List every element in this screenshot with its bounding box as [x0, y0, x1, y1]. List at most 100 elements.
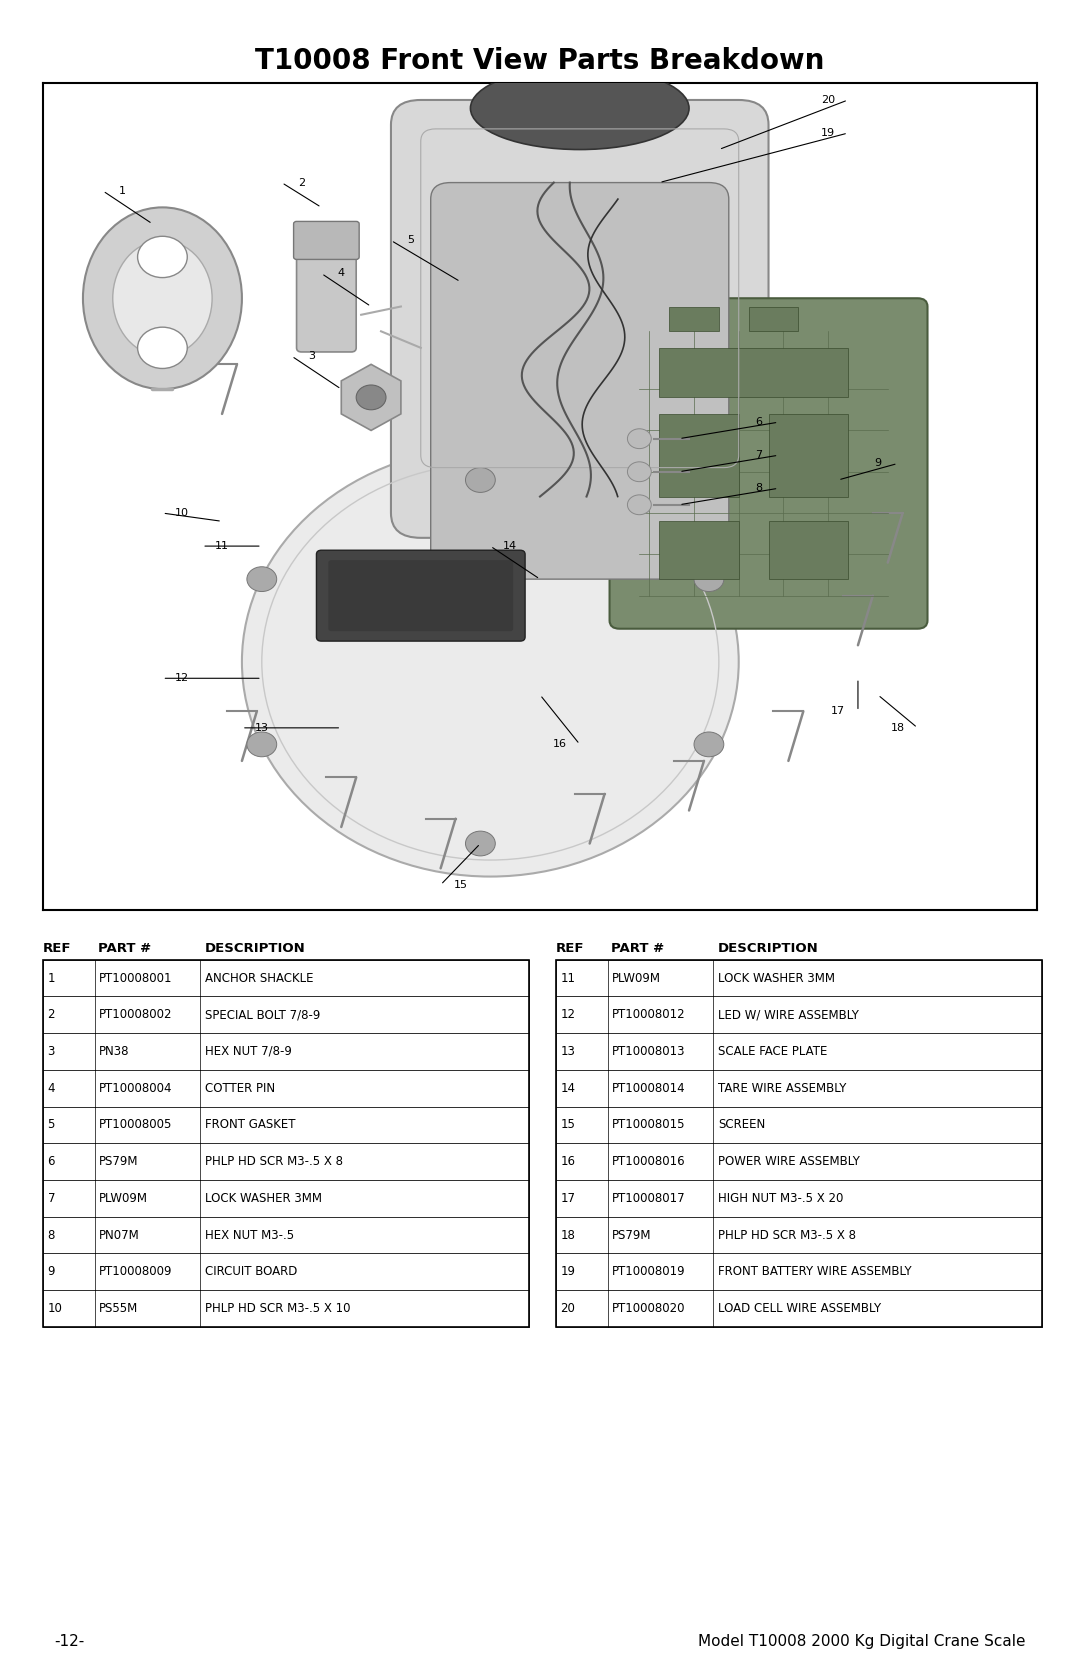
Text: PN38: PN38 — [99, 1045, 130, 1058]
FancyBboxPatch shape — [670, 307, 719, 332]
Text: TARE WIRE ASSEMBLY: TARE WIRE ASSEMBLY — [718, 1082, 847, 1095]
Ellipse shape — [242, 447, 739, 876]
FancyBboxPatch shape — [297, 229, 356, 352]
Text: HEX NUT 7/8-9: HEX NUT 7/8-9 — [205, 1045, 292, 1058]
Text: 14: 14 — [561, 1082, 576, 1095]
Text: T10008 Front View Parts Breakdown: T10008 Front View Parts Breakdown — [255, 47, 825, 75]
Circle shape — [356, 386, 386, 411]
Text: 14: 14 — [503, 541, 517, 551]
Text: PT10008019: PT10008019 — [612, 1265, 686, 1278]
Text: 19: 19 — [561, 1265, 576, 1278]
Text: PS79M: PS79M — [99, 1155, 139, 1168]
Text: 2: 2 — [48, 1008, 55, 1021]
Text: -12-: -12- — [54, 1634, 84, 1649]
Text: 16: 16 — [553, 739, 567, 749]
Text: 4: 4 — [48, 1082, 55, 1095]
Text: 10: 10 — [175, 507, 189, 517]
Text: 5: 5 — [407, 235, 415, 245]
Text: 2: 2 — [298, 177, 305, 187]
Ellipse shape — [83, 207, 242, 389]
Text: 15: 15 — [561, 1118, 576, 1132]
Ellipse shape — [137, 327, 187, 369]
Text: DESCRIPTION: DESCRIPTION — [205, 941, 306, 955]
Text: FRONT BATTERY WIRE ASSEMBLY: FRONT BATTERY WIRE ASSEMBLY — [718, 1265, 912, 1278]
Text: 15: 15 — [454, 880, 468, 890]
Text: 19: 19 — [821, 129, 835, 139]
Text: LOAD CELL WIRE ASSEMBLY: LOAD CELL WIRE ASSEMBLY — [718, 1302, 881, 1315]
Text: PHLP HD SCR M3-.5 X 10: PHLP HD SCR M3-.5 X 10 — [205, 1302, 351, 1315]
Text: 3: 3 — [308, 350, 315, 361]
Text: 3: 3 — [48, 1045, 55, 1058]
Text: 7: 7 — [48, 1192, 55, 1205]
Circle shape — [627, 462, 651, 482]
Text: PLW09M: PLW09M — [99, 1192, 148, 1205]
Text: 5: 5 — [48, 1118, 55, 1132]
Text: LED W/ WIRE ASSEMBLY: LED W/ WIRE ASSEMBLY — [718, 1008, 859, 1021]
Text: FRONT GASKET: FRONT GASKET — [205, 1118, 296, 1132]
Circle shape — [465, 831, 496, 856]
Text: 12: 12 — [175, 673, 189, 683]
Text: 8: 8 — [48, 1228, 55, 1242]
FancyBboxPatch shape — [659, 414, 739, 496]
Circle shape — [627, 429, 651, 449]
Polygon shape — [341, 364, 401, 431]
Ellipse shape — [471, 67, 689, 150]
Ellipse shape — [112, 240, 212, 355]
Text: HIGH NUT M3-.5 X 20: HIGH NUT M3-.5 X 20 — [718, 1192, 843, 1205]
Circle shape — [627, 496, 651, 514]
Circle shape — [465, 467, 496, 492]
Text: 17: 17 — [561, 1192, 576, 1205]
Text: PT10008016: PT10008016 — [612, 1155, 686, 1168]
Text: PT10008017: PT10008017 — [612, 1192, 686, 1205]
Text: PART #: PART # — [611, 941, 664, 955]
Circle shape — [694, 733, 724, 756]
Text: PT10008014: PT10008014 — [612, 1082, 686, 1095]
FancyBboxPatch shape — [659, 347, 848, 397]
Text: SCALE FACE PLATE: SCALE FACE PLATE — [718, 1045, 827, 1058]
Text: 13: 13 — [561, 1045, 576, 1058]
Text: 17: 17 — [831, 706, 846, 716]
Text: PT10008012: PT10008012 — [612, 1008, 686, 1021]
Text: PS55M: PS55M — [99, 1302, 138, 1315]
Text: 16: 16 — [561, 1155, 576, 1168]
Text: LOCK WASHER 3MM: LOCK WASHER 3MM — [205, 1192, 322, 1205]
FancyBboxPatch shape — [431, 182, 729, 579]
Text: SPECIAL BOLT 7/8-9: SPECIAL BOLT 7/8-9 — [205, 1008, 321, 1021]
FancyBboxPatch shape — [316, 551, 525, 641]
Text: PT10008001: PT10008001 — [99, 971, 173, 985]
Text: 10: 10 — [48, 1302, 63, 1315]
Text: 13: 13 — [255, 723, 269, 733]
Circle shape — [694, 567, 724, 591]
FancyBboxPatch shape — [748, 307, 798, 332]
Text: 6: 6 — [755, 417, 762, 427]
Text: Model T10008 2000 Kg Digital Crane Scale: Model T10008 2000 Kg Digital Crane Scale — [699, 1634, 1026, 1649]
Circle shape — [247, 733, 276, 756]
Text: 7: 7 — [755, 451, 762, 461]
Text: PN07M: PN07M — [99, 1228, 140, 1242]
Text: PT10008015: PT10008015 — [612, 1118, 686, 1132]
Text: REF: REF — [556, 941, 584, 955]
Text: 8: 8 — [755, 484, 762, 494]
FancyBboxPatch shape — [609, 299, 928, 629]
Text: CIRCUIT BOARD: CIRCUIT BOARD — [205, 1265, 298, 1278]
Text: PT10008002: PT10008002 — [99, 1008, 173, 1021]
Text: SCREEN: SCREEN — [718, 1118, 766, 1132]
Text: 9: 9 — [48, 1265, 55, 1278]
Text: 20: 20 — [821, 95, 835, 105]
Text: PS79M: PS79M — [612, 1228, 652, 1242]
Text: PT10008013: PT10008013 — [612, 1045, 686, 1058]
Ellipse shape — [137, 237, 187, 277]
Text: 6: 6 — [48, 1155, 55, 1168]
Text: PT10008009: PT10008009 — [99, 1265, 173, 1278]
Text: POWER WIRE ASSEMBLY: POWER WIRE ASSEMBLY — [718, 1155, 860, 1168]
Text: 1: 1 — [48, 971, 55, 985]
Text: 1: 1 — [119, 185, 126, 195]
Text: ANCHOR SHACKLE: ANCHOR SHACKLE — [205, 971, 313, 985]
Text: PT10008004: PT10008004 — [99, 1082, 173, 1095]
FancyBboxPatch shape — [769, 521, 848, 579]
Text: 20: 20 — [561, 1302, 576, 1315]
Text: 9: 9 — [875, 459, 881, 469]
Circle shape — [247, 567, 276, 591]
FancyBboxPatch shape — [391, 100, 769, 537]
FancyBboxPatch shape — [328, 561, 513, 631]
